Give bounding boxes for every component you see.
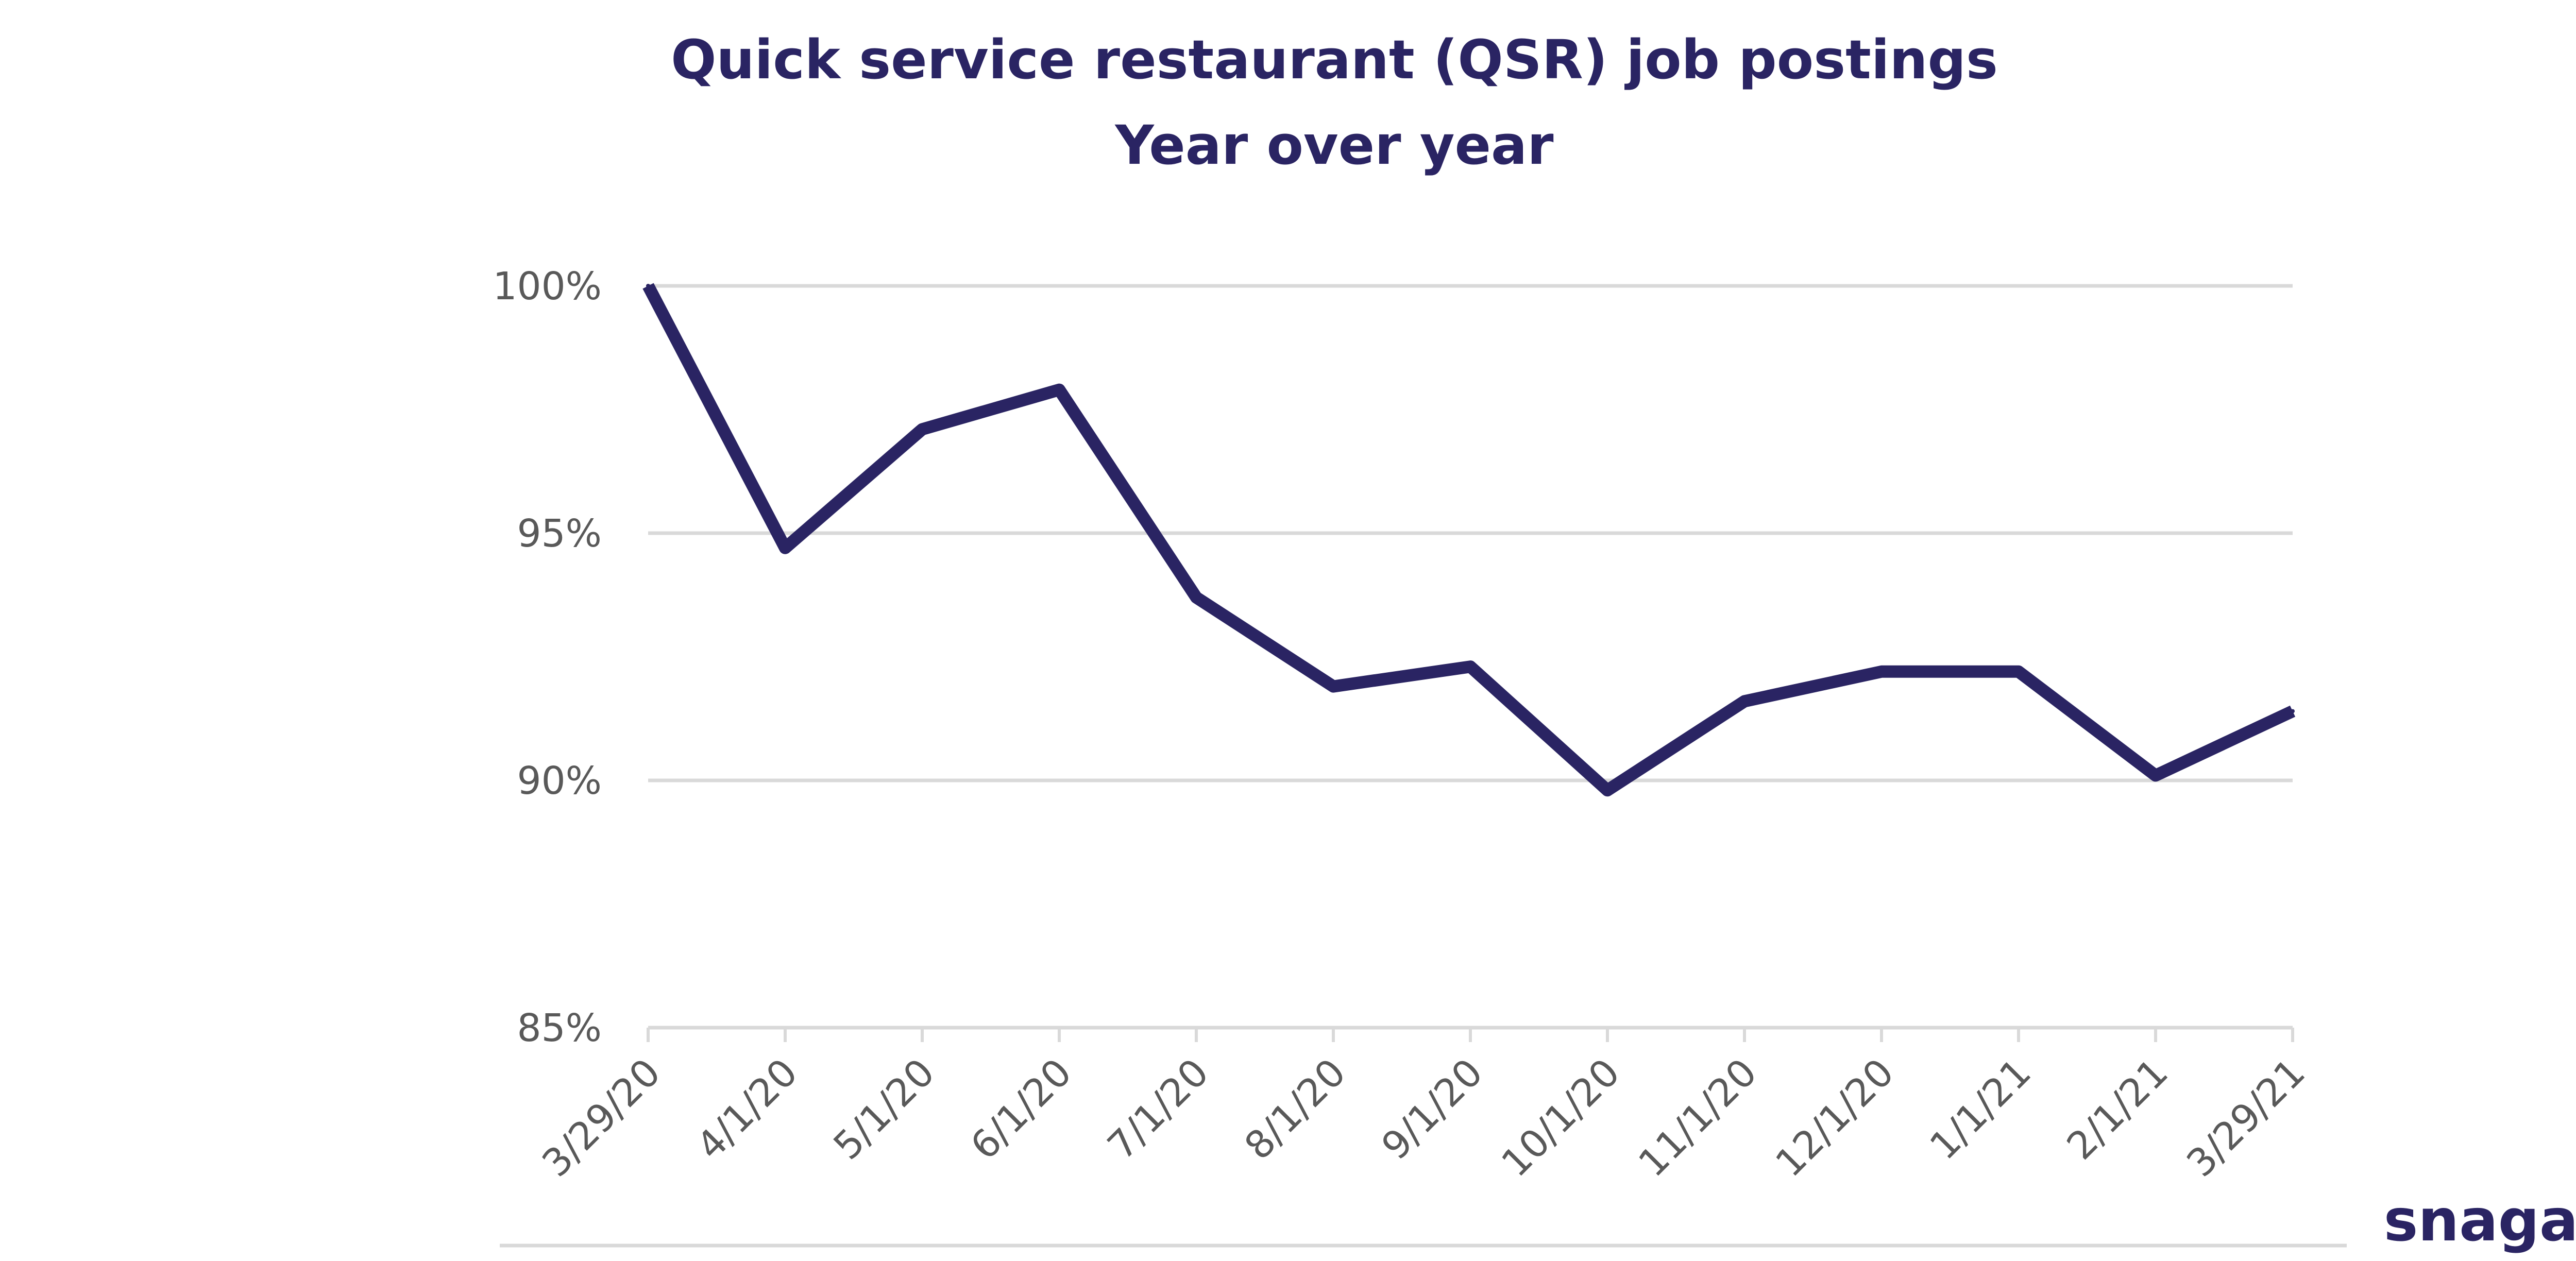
y-tick-label: 100% [493, 264, 602, 309]
data-point [920, 427, 924, 432]
snagajob-logo: snagajob [2384, 1187, 2576, 1254]
y-tick-label: 90% [517, 759, 602, 803]
data-point [2291, 709, 2295, 713]
data-point [1742, 699, 1747, 704]
data-point [1468, 664, 1472, 669]
gridlines [648, 284, 2293, 1030]
x-tick-label: 7/1/20 [1099, 1050, 1217, 1168]
x-tick-label: 9/1/20 [1373, 1050, 1491, 1168]
x-tick-label: 3/29/21 [2178, 1050, 2314, 1186]
data-point [646, 284, 650, 288]
y-tick-label: 95% [517, 512, 602, 556]
data-point [1194, 595, 1198, 600]
x-tick-label: 10/1/20 [1493, 1050, 1629, 1186]
x-tick-label: 5/1/20 [825, 1050, 943, 1168]
data-point [2154, 773, 2158, 778]
x-tick-label: 2/1/21 [2058, 1050, 2176, 1168]
x-tick-label: 12/1/20 [1767, 1050, 1903, 1186]
data-point [1331, 684, 1335, 689]
series-layer [642, 283, 2296, 797]
data-point [2016, 669, 2021, 674]
chart-subtitle: Year over year [1114, 114, 1553, 177]
y-tick-label: 85% [517, 1006, 602, 1050]
x-tick-label: 8/1/20 [1236, 1050, 1354, 1168]
x-tick-label: 6/1/20 [962, 1050, 1080, 1168]
chart-title: Quick service restaurant (QSR) job posti… [671, 28, 1998, 91]
y-axis-tick-labels: 100% 95% 90% 85% [493, 264, 602, 1050]
x-axis [647, 1028, 2294, 1042]
x-tick-label: 11/1/20 [1630, 1050, 1766, 1186]
data-point [1057, 387, 1061, 392]
x-tick-label: 1/1/21 [1921, 1050, 2039, 1168]
data-point [783, 546, 787, 550]
x-tick-label: 4/1/20 [688, 1050, 806, 1168]
data-point [1879, 669, 1884, 674]
series-line [642, 283, 2296, 797]
x-tick-label: 3/29/20 [534, 1050, 669, 1186]
data-point [1605, 788, 1609, 793]
x-axis-tick-labels: 3/29/20 4/1/20 5/1/20 6/1/20 7/1/20 8/1/20 9/1… [534, 1050, 2314, 1186]
